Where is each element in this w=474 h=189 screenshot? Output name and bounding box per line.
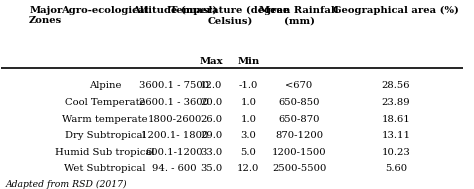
Text: 2600.1 - 3600: 2600.1 - 3600 (139, 98, 210, 107)
Text: 10.23: 10.23 (382, 148, 410, 157)
Text: 1200-1500: 1200-1500 (272, 148, 327, 157)
Text: 1.0: 1.0 (240, 98, 256, 107)
Text: 1200.1- 1800: 1200.1- 1800 (141, 131, 208, 140)
Text: 5.60: 5.60 (385, 164, 407, 173)
Text: 600.1-1200: 600.1-1200 (146, 148, 203, 157)
Text: Dry Subtropical: Dry Subtropical (65, 131, 146, 140)
Text: Adapted from RSD (2017): Adapted from RSD (2017) (6, 179, 128, 189)
Text: 94. - 600: 94. - 600 (152, 164, 197, 173)
Text: 1.0: 1.0 (240, 115, 256, 124)
Text: Humid Sub tropical: Humid Sub tropical (55, 148, 155, 157)
Text: Major
Zones: Major Zones (29, 6, 63, 25)
Text: Min: Min (237, 57, 259, 66)
Text: Mean Rainfall
(mm): Mean Rainfall (mm) (259, 6, 339, 25)
Text: 650-850: 650-850 (278, 98, 320, 107)
Text: 5.0: 5.0 (240, 148, 256, 157)
Text: -1.0: -1.0 (238, 81, 258, 90)
Text: <670: <670 (285, 81, 313, 90)
Text: 20.0: 20.0 (201, 98, 222, 107)
Text: Agro-ecological: Agro-ecological (62, 6, 149, 15)
Text: 28.56: 28.56 (382, 81, 410, 90)
Text: Temperature (degree
Celsius): Temperature (degree Celsius) (170, 6, 290, 26)
Text: Warm temperate: Warm temperate (63, 115, 148, 124)
Text: Cool Temperate: Cool Temperate (65, 98, 146, 107)
Text: 3600.1 - 7500: 3600.1 - 7500 (139, 81, 210, 90)
Text: 18.61: 18.61 (382, 115, 410, 124)
Text: 12.0: 12.0 (200, 81, 223, 90)
Text: Geographical area (%): Geographical area (%) (333, 6, 459, 15)
Text: Altitude (masl): Altitude (masl) (132, 6, 217, 15)
Text: Max: Max (200, 57, 223, 66)
Text: 29.0: 29.0 (201, 131, 222, 140)
Text: 26.0: 26.0 (201, 115, 222, 124)
Text: 3.0: 3.0 (240, 131, 256, 140)
Text: Wet Subtropical: Wet Subtropical (64, 164, 146, 173)
Text: 1800-2600: 1800-2600 (147, 115, 201, 124)
Text: 12.0: 12.0 (237, 164, 259, 173)
Text: 23.89: 23.89 (382, 98, 410, 107)
Text: 35.0: 35.0 (201, 164, 222, 173)
Text: Alpine: Alpine (89, 81, 121, 90)
Text: 2500-5500: 2500-5500 (272, 164, 326, 173)
Text: 870-1200: 870-1200 (275, 131, 323, 140)
Text: 13.11: 13.11 (382, 131, 410, 140)
Text: 650-870: 650-870 (278, 115, 320, 124)
Text: 33.0: 33.0 (201, 148, 222, 157)
